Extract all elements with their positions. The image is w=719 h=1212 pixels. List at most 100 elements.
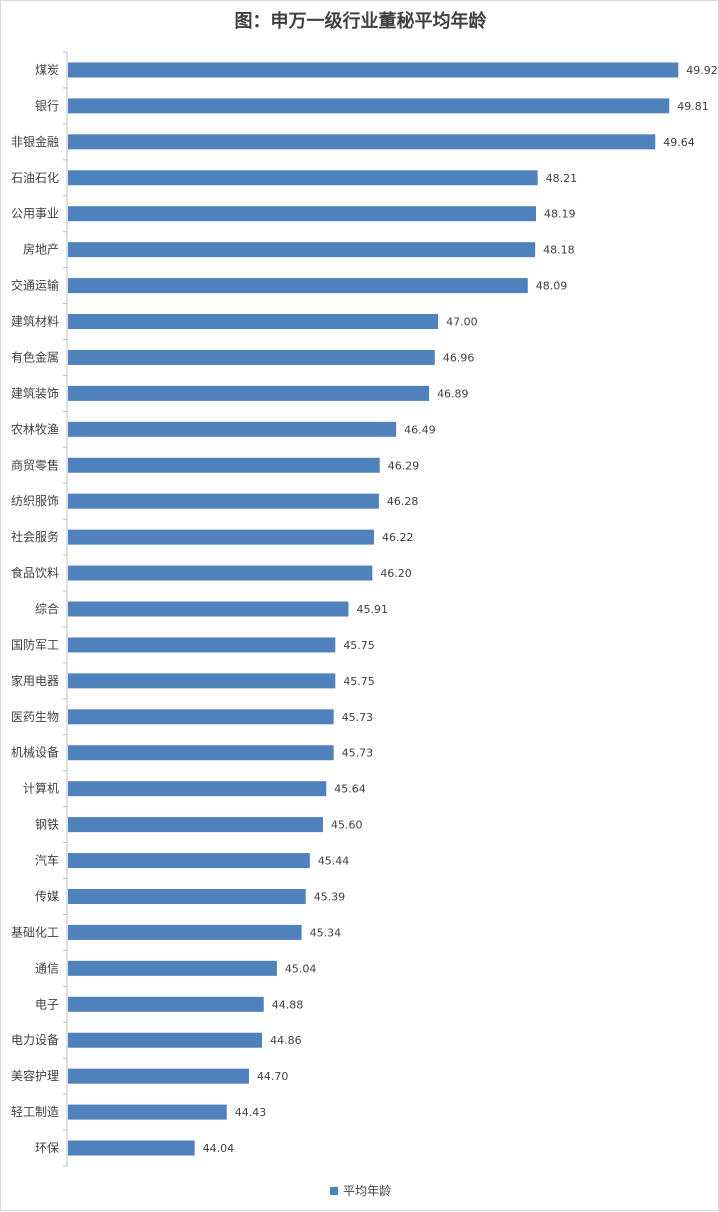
bars-group: 煤炭 49.92 银行 49.81 非银金融 49.64 石油石化 48.21 公用事业 48.1… [11,62,718,1156]
bar [68,781,327,797]
category-label: 交通运输 [11,278,59,293]
data-label: 49.64 [663,136,695,149]
category-label: 房地产 [23,242,59,257]
category-label: 综合 [35,601,59,616]
data-label: 46.96 [443,351,475,364]
category-label: 电子 [35,997,59,1011]
data-label: 45.75 [343,675,375,688]
bar [68,673,336,689]
bar [68,1140,195,1156]
data-label: 45.39 [314,890,346,903]
data-label: 47.00 [446,316,478,329]
data-label: 44.70 [257,1070,289,1083]
category-label: 通信 [35,961,59,975]
category-label: 煤炭 [35,63,59,77]
data-label: 44.04 [203,1142,235,1155]
category-label: 轻工制造 [11,1105,59,1119]
bar [68,206,537,222]
data-label: 49.92 [686,64,718,77]
category-label: 建筑装饰 [11,385,59,400]
category-label: 农林牧渔 [11,422,59,436]
bar [68,278,528,294]
bar [68,529,374,545]
bar [68,1104,227,1120]
data-label: 48.21 [546,172,578,185]
bar [68,170,538,186]
category-label: 纺织服饰 [11,494,59,508]
bar [68,888,306,904]
data-label: 45.75 [343,639,375,652]
data-label: 48.19 [544,208,576,221]
data-label: 46.89 [437,387,469,400]
category-label: 美容护理 [11,1068,59,1083]
category-label: 家用电器 [11,673,59,688]
bar [68,457,380,473]
legend-swatch [329,1187,338,1195]
data-label: 44.86 [270,1034,302,1047]
bar [68,314,439,330]
bar [68,1032,263,1048]
bar [68,996,264,1012]
bar [68,493,379,509]
category-label: 钢铁 [35,818,59,832]
category-label: 非银金融 [11,134,59,149]
bar [68,745,334,761]
bar [68,1068,249,1084]
data-label: 46.20 [380,567,412,580]
category-label: 银行 [35,99,59,113]
bar [68,709,334,725]
legend-label: 平均年龄 [342,1184,391,1198]
category-label: 建筑材料 [11,314,59,329]
bar [68,601,349,617]
category-label: 医药生物 [11,710,59,724]
bar [68,637,336,653]
category-label: 社会服务 [11,529,59,544]
data-label: 48.09 [536,280,568,293]
category-label: 电力设备 [11,1033,59,1047]
data-label: 49.81 [677,100,709,113]
data-label: 45.91 [356,603,388,616]
category-label: 环保 [35,1141,59,1155]
data-label: 44.43 [235,1106,267,1119]
bar [68,421,397,437]
bar [68,385,430,401]
category-label: 石油石化 [11,171,59,185]
data-label: 46.49 [404,423,436,436]
category-label: 基础化工 [11,925,59,939]
data-label: 46.29 [388,459,420,472]
bar [68,924,302,940]
bar [68,817,323,833]
bar [68,853,310,869]
data-label: 45.44 [318,855,350,868]
legend: 平均年龄 [1,1183,719,1199]
bar [68,960,277,976]
category-label: 有色金属 [11,349,59,364]
data-label: 48.18 [543,244,575,257]
data-label: 45.73 [342,711,374,724]
bar [68,134,656,150]
bar [68,62,679,78]
data-label: 46.22 [382,531,414,544]
category-label: 公用事业 [11,207,59,221]
data-label: 45.60 [331,819,363,832]
category-label: 机械设备 [11,745,59,760]
data-label: 45.73 [342,747,374,760]
data-label: 46.28 [387,495,419,508]
bar [68,242,536,258]
category-label: 传媒 [35,888,59,903]
category-label: 商贸零售 [11,457,59,472]
data-label: 45.34 [310,926,342,939]
category-label: 国防军工 [11,637,59,652]
category-label: 计算机 [23,781,59,796]
bar [68,349,435,365]
chart-title: 图：申万一级行业董秘平均年龄 [234,11,487,32]
data-label: 45.04 [285,962,317,975]
category-label: 食品饮料 [11,565,59,580]
data-label: 45.64 [334,783,366,796]
data-label: 44.88 [272,998,304,1011]
bar [68,98,670,114]
category-label: 汽车 [35,853,59,868]
bar [68,565,373,581]
